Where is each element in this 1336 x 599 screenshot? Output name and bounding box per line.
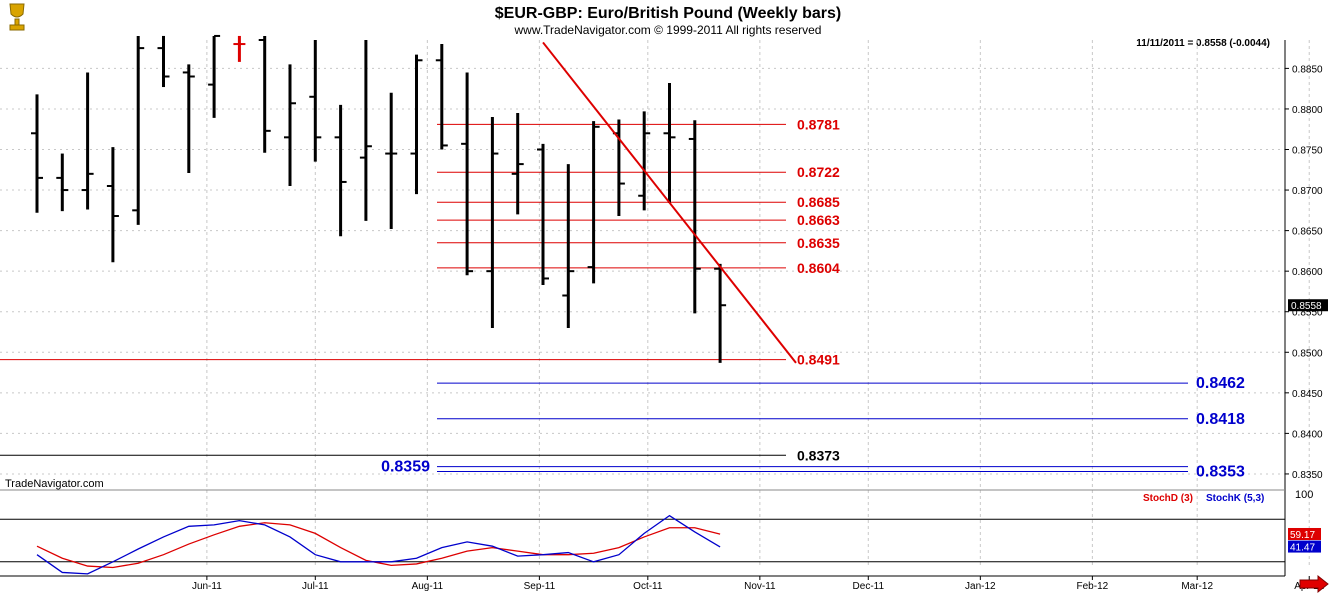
trendline: [542, 41, 797, 364]
price-bar: [31, 94, 43, 213]
month-tick-label: Mar-12: [1181, 581, 1213, 592]
price-bar: [157, 35, 170, 88]
price-tick-label: 0.8450: [1292, 389, 1323, 400]
month-tick-label: Oct-11: [633, 581, 663, 592]
price-tick-label: 0.8650: [1292, 227, 1323, 238]
stoch-k-line: [36, 514, 721, 575]
fib-level-label: 0.8722: [797, 164, 840, 180]
fib-levels: 0.8781 0.8722 0.8685 0.8663 0.8635 0.8604 0.84…: [0, 116, 1245, 481]
price-tick-label: 0.8500: [1292, 348, 1323, 359]
price-bar: [334, 104, 347, 237]
month-tick-label: Feb-12: [1077, 581, 1109, 592]
month-tick-label: Nov-11: [744, 581, 776, 592]
price-bar: [233, 35, 246, 62]
fib-level-label: 0.8663: [797, 212, 840, 228]
price-bar: [562, 164, 575, 328]
price-bar: [461, 72, 474, 276]
price-bar: [638, 111, 651, 211]
price-tick-label: 0.8600: [1292, 267, 1323, 278]
stoch-k-legend: StochK (5,3): [1206, 493, 1264, 504]
price-tick-label: 0.8350: [1292, 470, 1323, 481]
price-axis: 0.8350 0.8400 0.8450 0.8500 0.8550 0.8600 0.86…: [1284, 40, 1328, 576]
month-tick-label: Jun-11: [192, 581, 222, 592]
stoch-k-value: 41.47: [1290, 543, 1315, 554]
month-tick-label: Jan-12: [965, 581, 996, 592]
price-bar: [587, 121, 600, 284]
fib-level-label: 0.8359: [381, 459, 430, 476]
price-bar: [714, 263, 727, 363]
price-bar: [182, 64, 195, 174]
month-tick-label: Aug-11: [412, 581, 444, 592]
price-bar: [385, 92, 398, 229]
stoch-d-line: [36, 522, 721, 569]
price-bar: [132, 35, 145, 225]
stoch-k-marker: [1288, 540, 1321, 553]
month-tick-label: Sep-11: [524, 581, 556, 592]
price-bar: [410, 54, 423, 195]
price-bar: [359, 40, 372, 221]
price-bar: [663, 82, 676, 204]
price-bar: [537, 143, 549, 285]
price-bars: [31, 34, 727, 363]
price-bar: [688, 120, 701, 314]
last-price-label: 0.8558: [1291, 301, 1322, 312]
price-tick-label: 0.8550: [1292, 308, 1323, 319]
price-bar: [208, 34, 221, 118]
stochastic-panel: 59.17 41.47: [0, 514, 1321, 575]
price-bar: [56, 153, 69, 212]
arrow-right-icon[interactable]: [1299, 574, 1329, 594]
price-bar: [258, 35, 271, 153]
month-tick-label: Jul-11: [302, 581, 329, 592]
stoch-d-legend: StochD (3): [1143, 493, 1193, 504]
last-value-readout: 11/11/2011 = 0.8558 (-0.0044): [1136, 38, 1270, 49]
price-bar: [435, 44, 448, 150]
fib-level-label: 0.8462: [1196, 375, 1245, 392]
price-bar: [81, 72, 94, 210]
price-tick-label: 0.8850: [1292, 64, 1323, 75]
fib-level-label: 0.8781: [797, 116, 840, 132]
price-tick-label: 0.8750: [1292, 146, 1323, 157]
grid: [0, 40, 1310, 566]
watermark: TradeNavigator.com: [5, 478, 104, 490]
price-bar: [284, 64, 296, 186]
fib-level-label: 0.8685: [797, 194, 840, 210]
price-tick-label: 0.8400: [1292, 429, 1323, 440]
fib-level-label: 0.8353: [1196, 464, 1245, 481]
price-bar: [309, 40, 322, 162]
fib-level-label: 0.8418: [1196, 411, 1245, 428]
trophy-icon: [9, 3, 25, 31]
stoch-axis-tick: 100: [1295, 489, 1313, 501]
last-price-marker: [1288, 299, 1328, 312]
price-bar: [511, 113, 524, 215]
price-tick-label: 0.8800: [1292, 105, 1323, 116]
fib-level-label: 0.8491: [797, 352, 840, 368]
price-tick-label: 0.8700: [1292, 186, 1323, 197]
chart-title: $EUR-GBP: Euro/British Pound (Weekly bar…: [495, 5, 841, 22]
copyright-text: www.TradeNavigator.com © 1999-2011 All r…: [514, 23, 822, 37]
fib-level-label: 0.8604: [797, 260, 840, 276]
trendline-segment: [542, 41, 797, 364]
fib-level-label: 0.8373: [797, 447, 840, 463]
month-tick-label: Dec-11: [853, 581, 885, 592]
price-bar: [106, 147, 119, 263]
fib-level-label: 0.8635: [797, 235, 840, 251]
stoch-d-value: 59.17: [1290, 530, 1315, 541]
price-bar: [486, 117, 499, 328]
stoch-d-marker: [1288, 527, 1321, 540]
